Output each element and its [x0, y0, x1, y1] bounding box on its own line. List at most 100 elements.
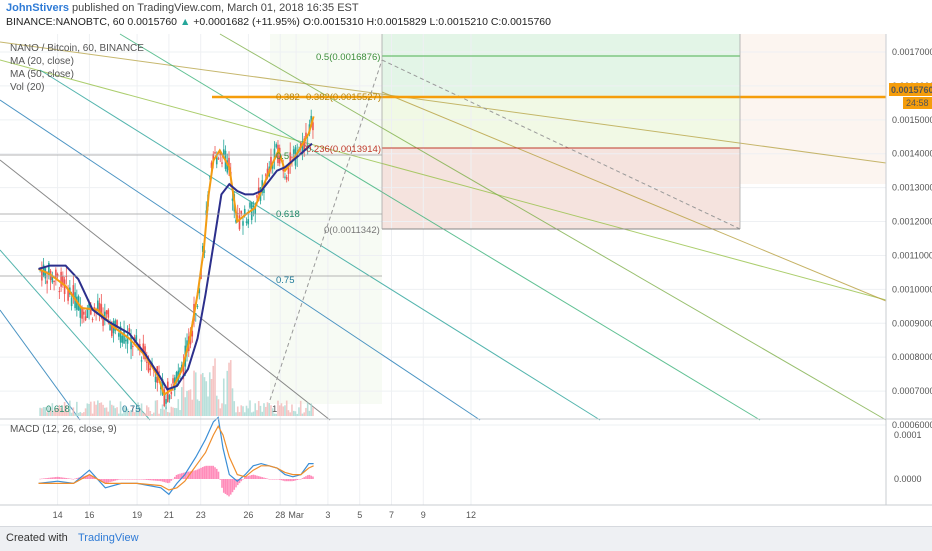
legend-macd[interactable]: MACD (12, 26, close, 9)	[10, 424, 117, 435]
candle-body	[135, 335, 138, 342]
symbol-header: BINANCE:NANOBTC, 60 0.0015760 ▲ +0.00016…	[6, 16, 551, 28]
macd-histogram-bar	[243, 477, 246, 479]
volume-bar	[271, 408, 274, 416]
candle-body	[219, 151, 222, 155]
legend-ma20[interactable]: MA (20, close)	[10, 56, 74, 67]
legend-ma50[interactable]: MA (50, close)	[10, 69, 74, 80]
fib-label-0382: 0.382	[276, 92, 300, 103]
volume-bar	[184, 397, 187, 416]
volume-bar	[296, 413, 299, 416]
legend-vol[interactable]: Vol (20)	[10, 82, 45, 93]
macd-histogram-bar	[102, 479, 104, 483]
macd-histogram-bar	[109, 479, 111, 483]
volume-bar	[287, 410, 290, 416]
volume-bar	[119, 401, 122, 416]
macd-histogram-bar	[170, 479, 173, 481]
candle-body	[172, 378, 174, 384]
fan-line	[39, 69, 601, 421]
volume-bar	[147, 407, 150, 416]
macd-histogram-bar	[275, 479, 278, 480]
volume-bar	[53, 410, 55, 416]
macd-histogram-bar	[177, 474, 180, 479]
macd-histogram-bar	[306, 475, 309, 479]
candle-body	[228, 157, 230, 171]
volume-bar	[58, 404, 61, 416]
candle-body	[123, 329, 125, 344]
macd-histogram-bar	[229, 479, 232, 495]
macd-plot-area[interactable]	[0, 420, 886, 504]
candle-body	[168, 395, 171, 400]
volume-bar	[263, 403, 265, 416]
candle-body	[111, 324, 113, 337]
macd-histogram-bar	[114, 479, 117, 481]
symbol-name[interactable]: BINANCE:NANOBTC, 60	[6, 16, 125, 28]
volume-bar	[172, 407, 174, 416]
volume-bar	[186, 390, 188, 416]
price-axis[interactable]: 0.00170000.00160000.00150000.00140000.00…	[0, 34, 932, 506]
candle-body	[301, 141, 304, 154]
time-tick-label: 19	[132, 510, 142, 520]
macd-histogram-bar	[252, 474, 255, 479]
candle-body	[132, 345, 134, 347]
candle-body	[51, 275, 54, 283]
volume-bar	[109, 400, 111, 416]
candle-body	[289, 152, 292, 165]
macd-histogram-bar	[200, 467, 202, 479]
candle-body	[179, 367, 181, 375]
candle-body	[254, 206, 257, 215]
macd-histogram-bar	[289, 479, 292, 482]
macd-histogram-bar	[104, 479, 106, 484]
fib-label-low-0618: 0.618	[46, 404, 70, 415]
volume-bar	[193, 370, 195, 416]
volume-bar	[179, 410, 181, 416]
candle-body	[88, 303, 90, 310]
volume-bar	[118, 413, 120, 416]
macd-histogram-bar	[161, 479, 164, 482]
volume-bar	[76, 401, 78, 416]
tradingview-logo[interactable]: TradingView	[78, 532, 139, 544]
macd-histogram-bar	[86, 475, 89, 479]
macd-histogram-bar	[159, 479, 162, 482]
macd-histogram-bar	[125, 479, 127, 480]
last-price-value: 0.0015760	[891, 85, 932, 95]
candle-body	[256, 195, 258, 198]
macd-histogram-bar	[179, 473, 181, 479]
volume-bar	[273, 413, 276, 416]
macd-histogram-bar	[156, 479, 159, 481]
candle-body	[249, 202, 251, 208]
candle-body	[142, 343, 145, 355]
macd-histogram-bar	[242, 479, 244, 480]
macd-histogram-bar	[130, 479, 132, 480]
volume-bar	[104, 407, 106, 416]
candle-body	[41, 270, 43, 281]
volume-bar	[133, 412, 136, 416]
volume-bar	[257, 400, 260, 416]
macd-line	[38, 416, 314, 496]
volume-bar	[139, 408, 141, 416]
candle-body	[273, 148, 276, 160]
time-axis[interactable]: 14 16 19 21 23 26 28 Mar 3 5 7 9 12	[53, 510, 476, 520]
macd-histogram-bar	[72, 478, 75, 480]
volume-bar	[41, 408, 43, 416]
time-tick-label: 9	[421, 510, 426, 520]
volume-bar	[177, 399, 180, 416]
volume-bar	[81, 413, 83, 416]
fib-fan-lines	[0, 33, 887, 421]
candle-body	[44, 268, 47, 279]
candle-body	[60, 271, 62, 287]
candle-body	[46, 280, 48, 284]
macd-histogram-bar	[231, 479, 234, 493]
fan-zone-right	[740, 34, 886, 184]
macd-histogram-bar	[135, 479, 138, 480]
macd-histogram-bar	[224, 479, 227, 494]
author-link[interactable]: JohnStivers	[6, 2, 69, 14]
macd-histogram-bar	[69, 478, 71, 479]
volume-bar	[243, 412, 246, 416]
candle-body	[203, 250, 206, 253]
volume-bar	[194, 372, 197, 416]
volume-bar	[306, 402, 309, 416]
macd-histogram-bar	[63, 477, 66, 479]
volume-bar	[112, 405, 115, 416]
volume-bar	[266, 402, 269, 416]
